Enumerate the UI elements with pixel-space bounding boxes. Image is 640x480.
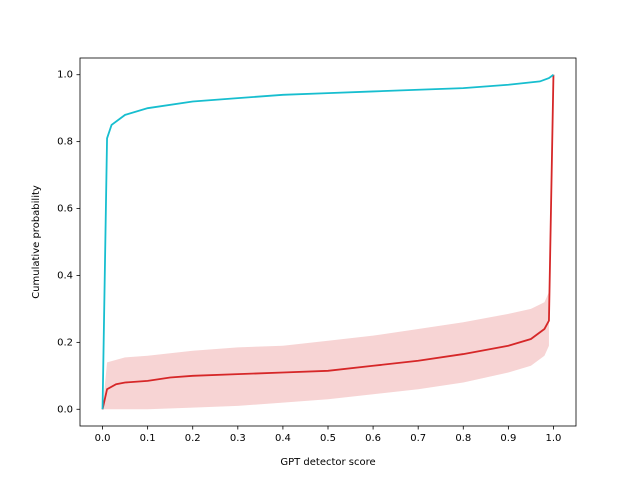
x-tick-label: 0.4	[275, 433, 291, 444]
y-tick-label: 1.0	[57, 70, 73, 81]
x-tick-label: 0.9	[500, 433, 516, 444]
line	[101, 74, 554, 410]
x-tick-label: 0.2	[185, 433, 201, 444]
x-tick-label: 0.3	[230, 433, 246, 444]
plot-frame	[79, 57, 577, 427]
x-tick-label: 0.1	[140, 433, 156, 444]
y-tick-label: 0.0	[57, 404, 73, 415]
x-tick-label: 0.7	[410, 433, 426, 444]
x-axis-label: GPT detector score	[280, 457, 375, 468]
x-tick-label: 0.8	[455, 433, 471, 444]
x-tick-label: 0.0	[95, 433, 111, 444]
x-tick-label: 0.6	[365, 433, 381, 444]
y-tick-label: 0.6	[57, 204, 73, 215]
y-axis-label: Cumulative probability	[31, 185, 42, 299]
x-tick-label: 0.5	[320, 433, 336, 444]
line	[101, 74, 555, 410]
y-tick-label: 0.8	[57, 137, 73, 148]
confidence-band	[102, 292, 549, 410]
x-tick-label: 1.0	[546, 433, 562, 444]
y-tick-label: 0.4	[57, 270, 73, 281]
y-tick-label: 0.2	[57, 337, 73, 348]
